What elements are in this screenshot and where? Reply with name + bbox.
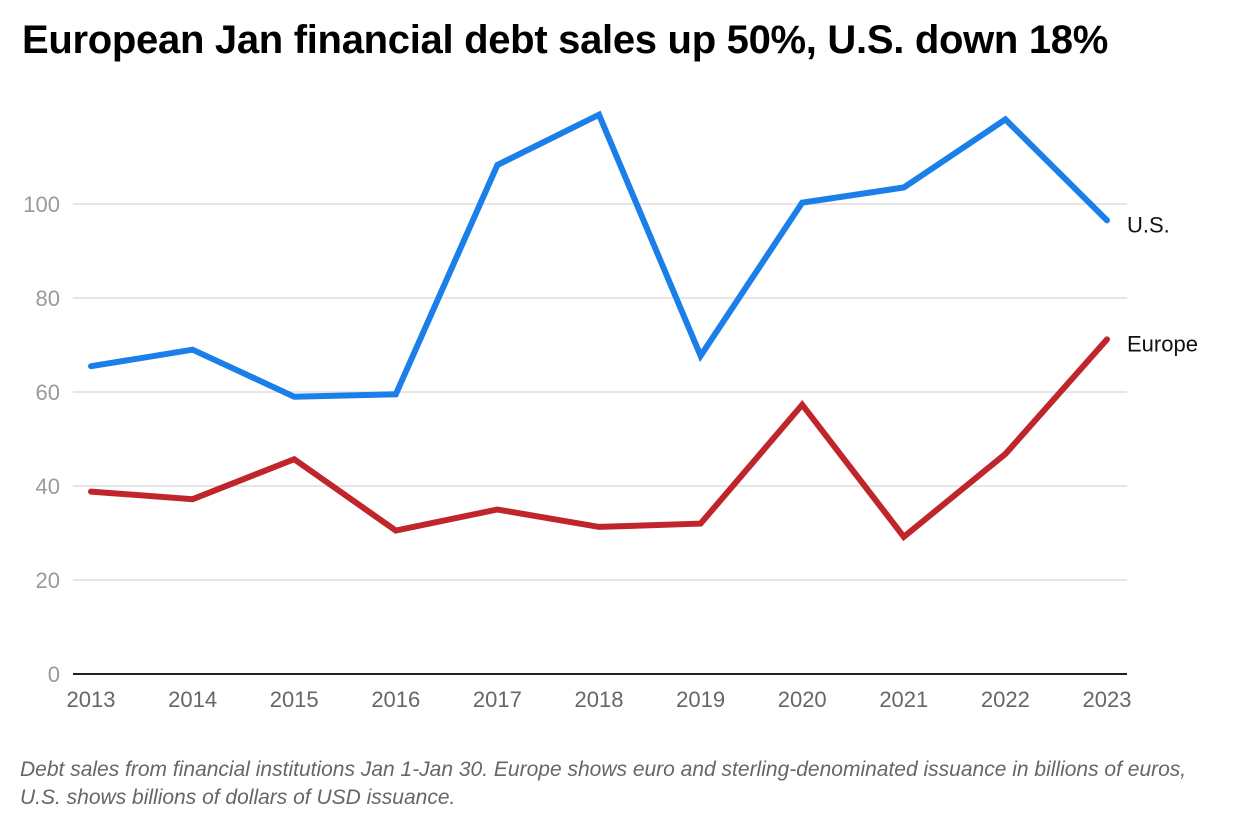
y-tick-label: 0 (48, 662, 60, 687)
x-tick-label: 2023 (1083, 687, 1132, 712)
x-tick-label: 2013 (67, 687, 116, 712)
y-axis-tick-labels: 0 20 40 60 80 100 (23, 192, 60, 687)
y-tick-label: 100 (23, 192, 60, 217)
chart-footnote: Debt sales from financial institutions J… (20, 758, 1187, 809)
series-line-us (88, 110, 1110, 400)
grid-lines (73, 203, 1127, 581)
x-tick-label: 2022 (981, 687, 1030, 712)
chart-title: European Jan financial debt sales up 50%… (22, 18, 1109, 62)
series-lines (88, 110, 1110, 542)
series-labels: U.S. Europe (1127, 212, 1198, 356)
x-tick-label: 2014 (168, 687, 217, 712)
x-tick-label: 2020 (778, 687, 827, 712)
x-tick-label: 2016 (371, 687, 420, 712)
series-label: U.S. (1127, 212, 1170, 237)
y-tick-label: 40 (36, 474, 60, 499)
x-tick-label: 2018 (575, 687, 624, 712)
y-tick-label: 20 (36, 568, 60, 593)
x-tick-label: 2019 (676, 687, 725, 712)
x-axis-tick-labels: 2013 2014 2015 2016 2017 2018 2019 2020 2021 2022… (67, 687, 1132, 712)
x-tick-label: 2015 (270, 687, 319, 712)
x-tick-label: 2017 (473, 687, 522, 712)
y-tick-label: 80 (36, 286, 60, 311)
x-tick-label: 2021 (879, 687, 928, 712)
series-label: Europe (1127, 331, 1198, 356)
y-tick-label: 60 (36, 380, 60, 405)
series-line-europe (88, 336, 1110, 542)
